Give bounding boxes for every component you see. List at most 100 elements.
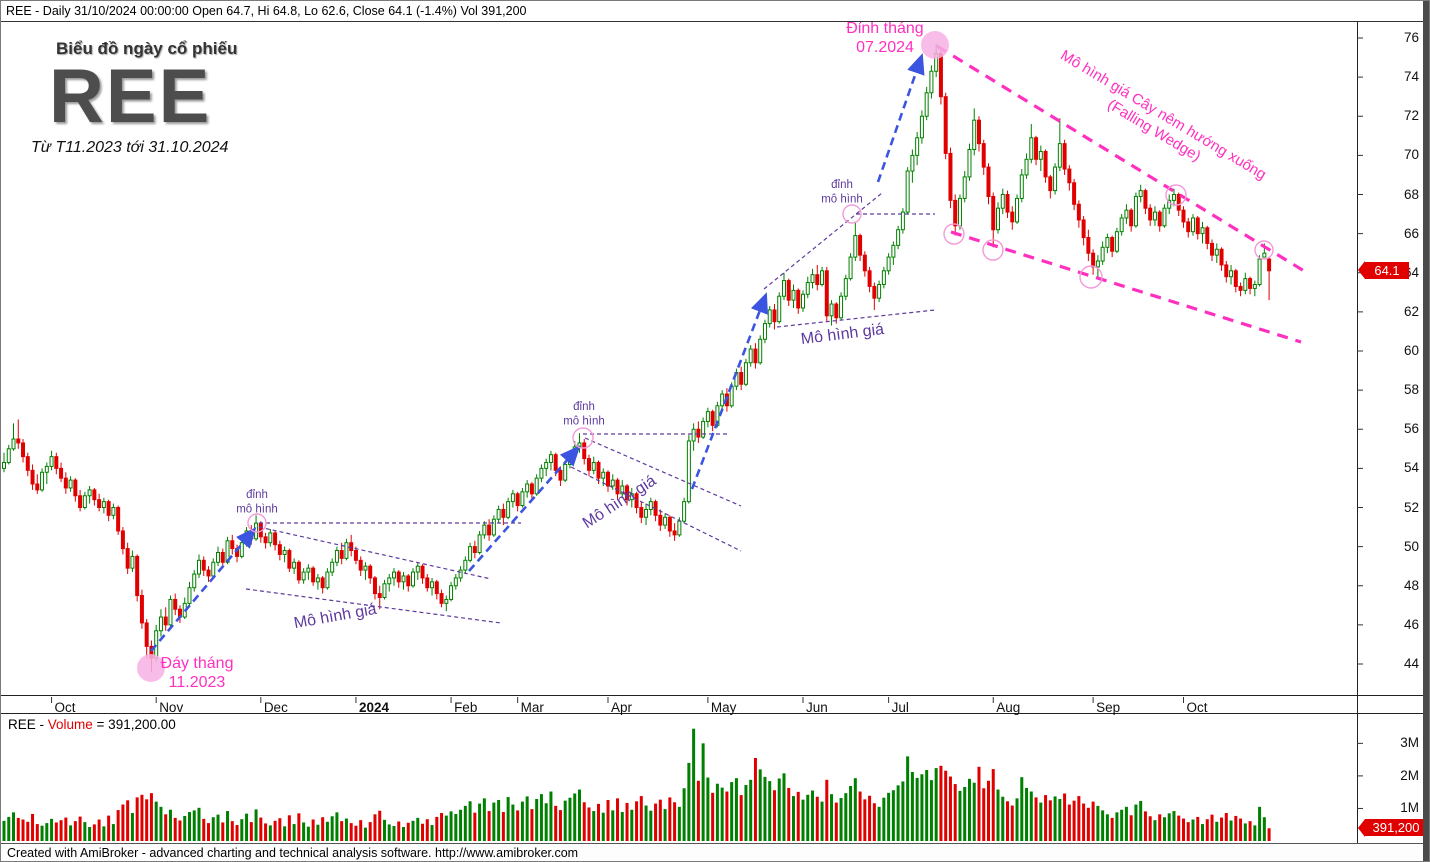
volume-bar (378, 810, 382, 841)
swing-extreme-label: Đỉnh tháng 07.2024 (846, 20, 923, 56)
last-volume-tag: 391,200 (1365, 819, 1427, 837)
pattern-name-label: Mô hình giá (580, 472, 659, 532)
candle-body (910, 154, 915, 172)
candle-body (815, 274, 820, 285)
candle-body (767, 309, 772, 325)
candle-body (1057, 143, 1062, 168)
volume-bar (97, 819, 101, 841)
volume-bar (673, 802, 677, 841)
candle-body (606, 471, 611, 487)
candle-body (834, 303, 839, 319)
volume-bar (473, 812, 477, 841)
volume-bar (1215, 821, 1219, 841)
candle-body (192, 573, 197, 589)
time-axis-label: Apr (611, 700, 633, 715)
volume-bar (297, 813, 301, 841)
volume-bar (977, 766, 981, 841)
volume-bar (520, 801, 524, 841)
volume-bar (1177, 815, 1181, 841)
volume-bar (321, 817, 325, 841)
volume-bar (839, 798, 843, 841)
candle-body (919, 115, 924, 139)
pattern-touch-circle (982, 239, 1004, 261)
candle-body (382, 583, 387, 598)
candle-body (330, 561, 335, 573)
volume-bar (240, 819, 244, 841)
brand-symbol: REE (49, 54, 212, 139)
volume-bar (406, 822, 410, 841)
last-price-tag: 64.1 (1365, 261, 1409, 279)
candle-body (1133, 195, 1138, 227)
swing-extreme-label: Đáy tháng 11.2023 (161, 655, 234, 691)
candle-body (458, 569, 463, 579)
volume-bar (948, 776, 952, 841)
volume-bar (1020, 777, 1024, 841)
candle-body (634, 493, 639, 508)
volume-bar (187, 812, 191, 841)
time-axis-label: Sep (1096, 700, 1121, 715)
volume-bar (1196, 816, 1200, 841)
candle-body (772, 309, 777, 323)
candle-body (515, 493, 520, 507)
candle-body (1034, 137, 1039, 160)
volume-axis-label: 3M (1400, 735, 1419, 751)
volume-bar (806, 794, 810, 841)
candle-body (810, 274, 815, 284)
candle-body (1248, 278, 1253, 289)
volume-bar (768, 781, 772, 841)
time-axis-label: Dec (263, 700, 288, 715)
volume-bar (354, 825, 358, 841)
volume-bar (50, 818, 54, 841)
candle-body (1129, 209, 1134, 227)
candle-body (396, 571, 401, 583)
volume-bar (1053, 796, 1057, 841)
volume-bar (1086, 807, 1090, 841)
pattern-lines-layer (245, 192, 936, 624)
volume-bar (168, 809, 172, 841)
candle-body (696, 428, 701, 438)
volume-bar (344, 818, 348, 841)
volume-bar (711, 792, 715, 841)
volume-bar (1158, 814, 1162, 841)
candle-body (805, 282, 810, 295)
volume-axis-label: 1M (1400, 800, 1419, 816)
candle-body (377, 593, 382, 598)
volume-bar (616, 798, 620, 841)
volume-bar (1006, 801, 1010, 841)
candle-body (506, 501, 511, 518)
candle-body (368, 565, 373, 579)
candle-body (1214, 248, 1219, 256)
candle-body (139, 595, 144, 624)
volume-bar (330, 816, 334, 841)
volume-bar (287, 815, 291, 841)
candle-body (720, 393, 725, 407)
volume-bar (592, 811, 596, 841)
volume-bar (554, 805, 558, 841)
volume-bar (849, 785, 853, 841)
extreme-point-circle (137, 654, 165, 682)
time-axis-label: Oct (54, 700, 76, 715)
candle-body (824, 270, 829, 317)
volume-bar (654, 803, 658, 841)
volume-bar (715, 783, 719, 841)
candle-body (1114, 231, 1119, 252)
volume-bar (92, 824, 96, 841)
candle-body (938, 53, 943, 98)
candle-body (748, 348, 753, 364)
candle-body (1091, 252, 1096, 268)
volume-bar (834, 802, 838, 841)
volume-bar (530, 809, 534, 841)
volume-bar (411, 820, 415, 841)
price-axis-label: 46 (1403, 616, 1419, 632)
candle-body (1257, 258, 1262, 285)
candle-body (1105, 237, 1110, 248)
candle-body (120, 530, 125, 550)
candle-body (158, 616, 163, 632)
volume-bar (535, 799, 539, 841)
candle-body (544, 462, 549, 469)
candle-body (905, 170, 910, 213)
candle-body (781, 280, 786, 297)
volume-pane-metric: Volume (47, 717, 93, 732)
volume-bar (1120, 809, 1124, 841)
